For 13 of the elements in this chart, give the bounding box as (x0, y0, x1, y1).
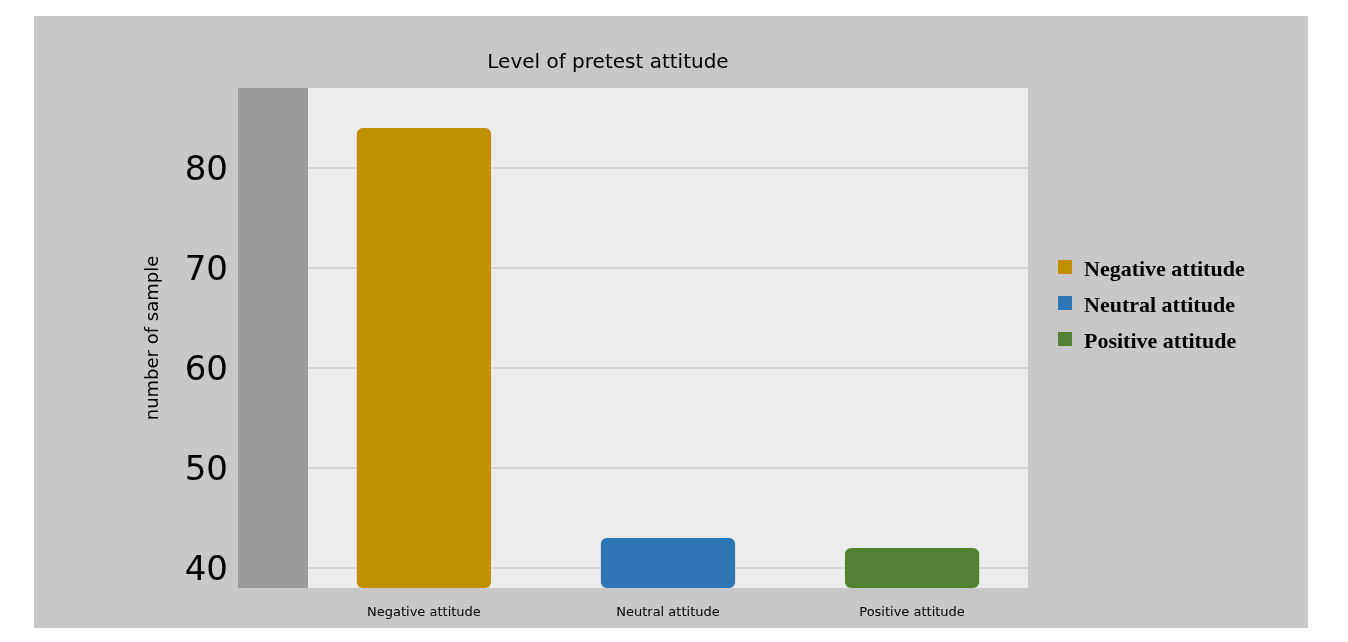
y-axis-title: number of sample (141, 255, 162, 421)
legend-label: Neutral attitude (1084, 291, 1236, 317)
y-tick-label: 60 (184, 347, 228, 388)
y-tick-label: 40 (184, 547, 228, 588)
x-tick-label: Positive attitude (859, 604, 965, 619)
chart-title: Level of pretest attitude (487, 49, 729, 73)
legend-label: Negative attitude (1084, 255, 1245, 281)
legend-label: Positive attitude (1084, 327, 1237, 353)
y-tick-label: 70 (184, 247, 228, 288)
y-tick-label: 80 (184, 147, 228, 188)
x-tick-label: Negative attitude (367, 604, 481, 619)
y-tick-label: 50 (184, 447, 228, 488)
x-tick-label: Neutral attitude (616, 604, 720, 619)
